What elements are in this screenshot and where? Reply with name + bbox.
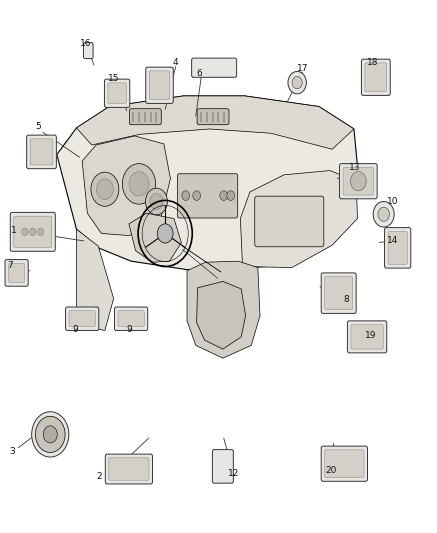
Circle shape <box>227 191 235 200</box>
Text: 1: 1 <box>11 226 17 235</box>
FancyBboxPatch shape <box>109 458 149 480</box>
Text: 2: 2 <box>97 472 102 481</box>
FancyBboxPatch shape <box>9 263 24 282</box>
FancyBboxPatch shape <box>321 446 368 481</box>
FancyBboxPatch shape <box>361 59 390 95</box>
Circle shape <box>97 179 113 199</box>
Circle shape <box>35 416 65 453</box>
Circle shape <box>129 172 149 196</box>
Text: 15: 15 <box>108 75 119 83</box>
FancyBboxPatch shape <box>108 83 126 103</box>
FancyBboxPatch shape <box>114 307 148 330</box>
FancyBboxPatch shape <box>197 109 229 125</box>
FancyBboxPatch shape <box>385 228 411 268</box>
Circle shape <box>40 422 60 447</box>
FancyBboxPatch shape <box>69 311 95 327</box>
Circle shape <box>91 172 119 206</box>
FancyBboxPatch shape <box>191 58 237 77</box>
Text: 5: 5 <box>35 123 42 131</box>
FancyBboxPatch shape <box>351 325 383 349</box>
Circle shape <box>157 224 173 243</box>
FancyBboxPatch shape <box>10 213 55 252</box>
FancyBboxPatch shape <box>365 63 387 92</box>
Circle shape <box>146 188 167 215</box>
Circle shape <box>22 228 28 236</box>
Text: 12: 12 <box>228 469 239 478</box>
FancyBboxPatch shape <box>347 321 387 353</box>
FancyBboxPatch shape <box>325 450 364 478</box>
Polygon shape <box>57 96 358 271</box>
FancyBboxPatch shape <box>118 311 144 327</box>
FancyBboxPatch shape <box>105 454 153 484</box>
Text: 10: 10 <box>387 197 398 206</box>
Polygon shape <box>129 213 181 262</box>
FancyBboxPatch shape <box>14 216 52 247</box>
Text: 8: 8 <box>343 295 349 304</box>
Circle shape <box>182 191 190 200</box>
Circle shape <box>378 207 389 221</box>
Circle shape <box>288 71 306 94</box>
FancyBboxPatch shape <box>30 139 53 165</box>
FancyBboxPatch shape <box>146 67 173 103</box>
Circle shape <box>43 426 57 443</box>
FancyBboxPatch shape <box>325 277 353 310</box>
Polygon shape <box>82 136 170 236</box>
Circle shape <box>150 193 163 209</box>
FancyBboxPatch shape <box>5 260 28 286</box>
FancyBboxPatch shape <box>388 231 407 264</box>
FancyBboxPatch shape <box>83 43 93 59</box>
FancyBboxPatch shape <box>255 196 324 247</box>
FancyBboxPatch shape <box>149 71 170 100</box>
Text: 16: 16 <box>80 39 91 48</box>
Text: 9: 9 <box>72 325 78 334</box>
FancyBboxPatch shape <box>340 164 377 199</box>
FancyBboxPatch shape <box>129 109 161 125</box>
Text: 13: 13 <box>349 164 361 172</box>
FancyBboxPatch shape <box>104 79 130 108</box>
Circle shape <box>38 228 44 236</box>
FancyBboxPatch shape <box>177 174 238 218</box>
Text: 7: 7 <box>7 261 13 270</box>
Circle shape <box>122 164 156 204</box>
FancyBboxPatch shape <box>212 450 233 483</box>
Text: 9: 9 <box>126 325 132 334</box>
Text: 14: 14 <box>387 237 398 245</box>
Text: 6: 6 <box>196 69 202 78</box>
FancyBboxPatch shape <box>27 135 56 168</box>
Text: 19: 19 <box>365 332 376 340</box>
Text: 18: 18 <box>367 59 378 67</box>
Circle shape <box>193 191 201 200</box>
Polygon shape <box>197 281 246 349</box>
Circle shape <box>373 201 394 227</box>
Circle shape <box>30 228 36 236</box>
Circle shape <box>32 411 69 457</box>
Polygon shape <box>240 171 357 268</box>
Polygon shape <box>76 229 114 330</box>
Text: 17: 17 <box>297 64 308 72</box>
FancyBboxPatch shape <box>66 307 99 330</box>
Text: 3: 3 <box>9 448 15 456</box>
Circle shape <box>220 191 228 200</box>
Text: 4: 4 <box>173 59 178 67</box>
Circle shape <box>350 172 366 191</box>
FancyBboxPatch shape <box>343 167 374 195</box>
Polygon shape <box>76 96 354 149</box>
FancyBboxPatch shape <box>321 273 356 313</box>
Circle shape <box>292 76 302 89</box>
Text: 20: 20 <box>326 466 337 474</box>
Polygon shape <box>187 261 260 358</box>
